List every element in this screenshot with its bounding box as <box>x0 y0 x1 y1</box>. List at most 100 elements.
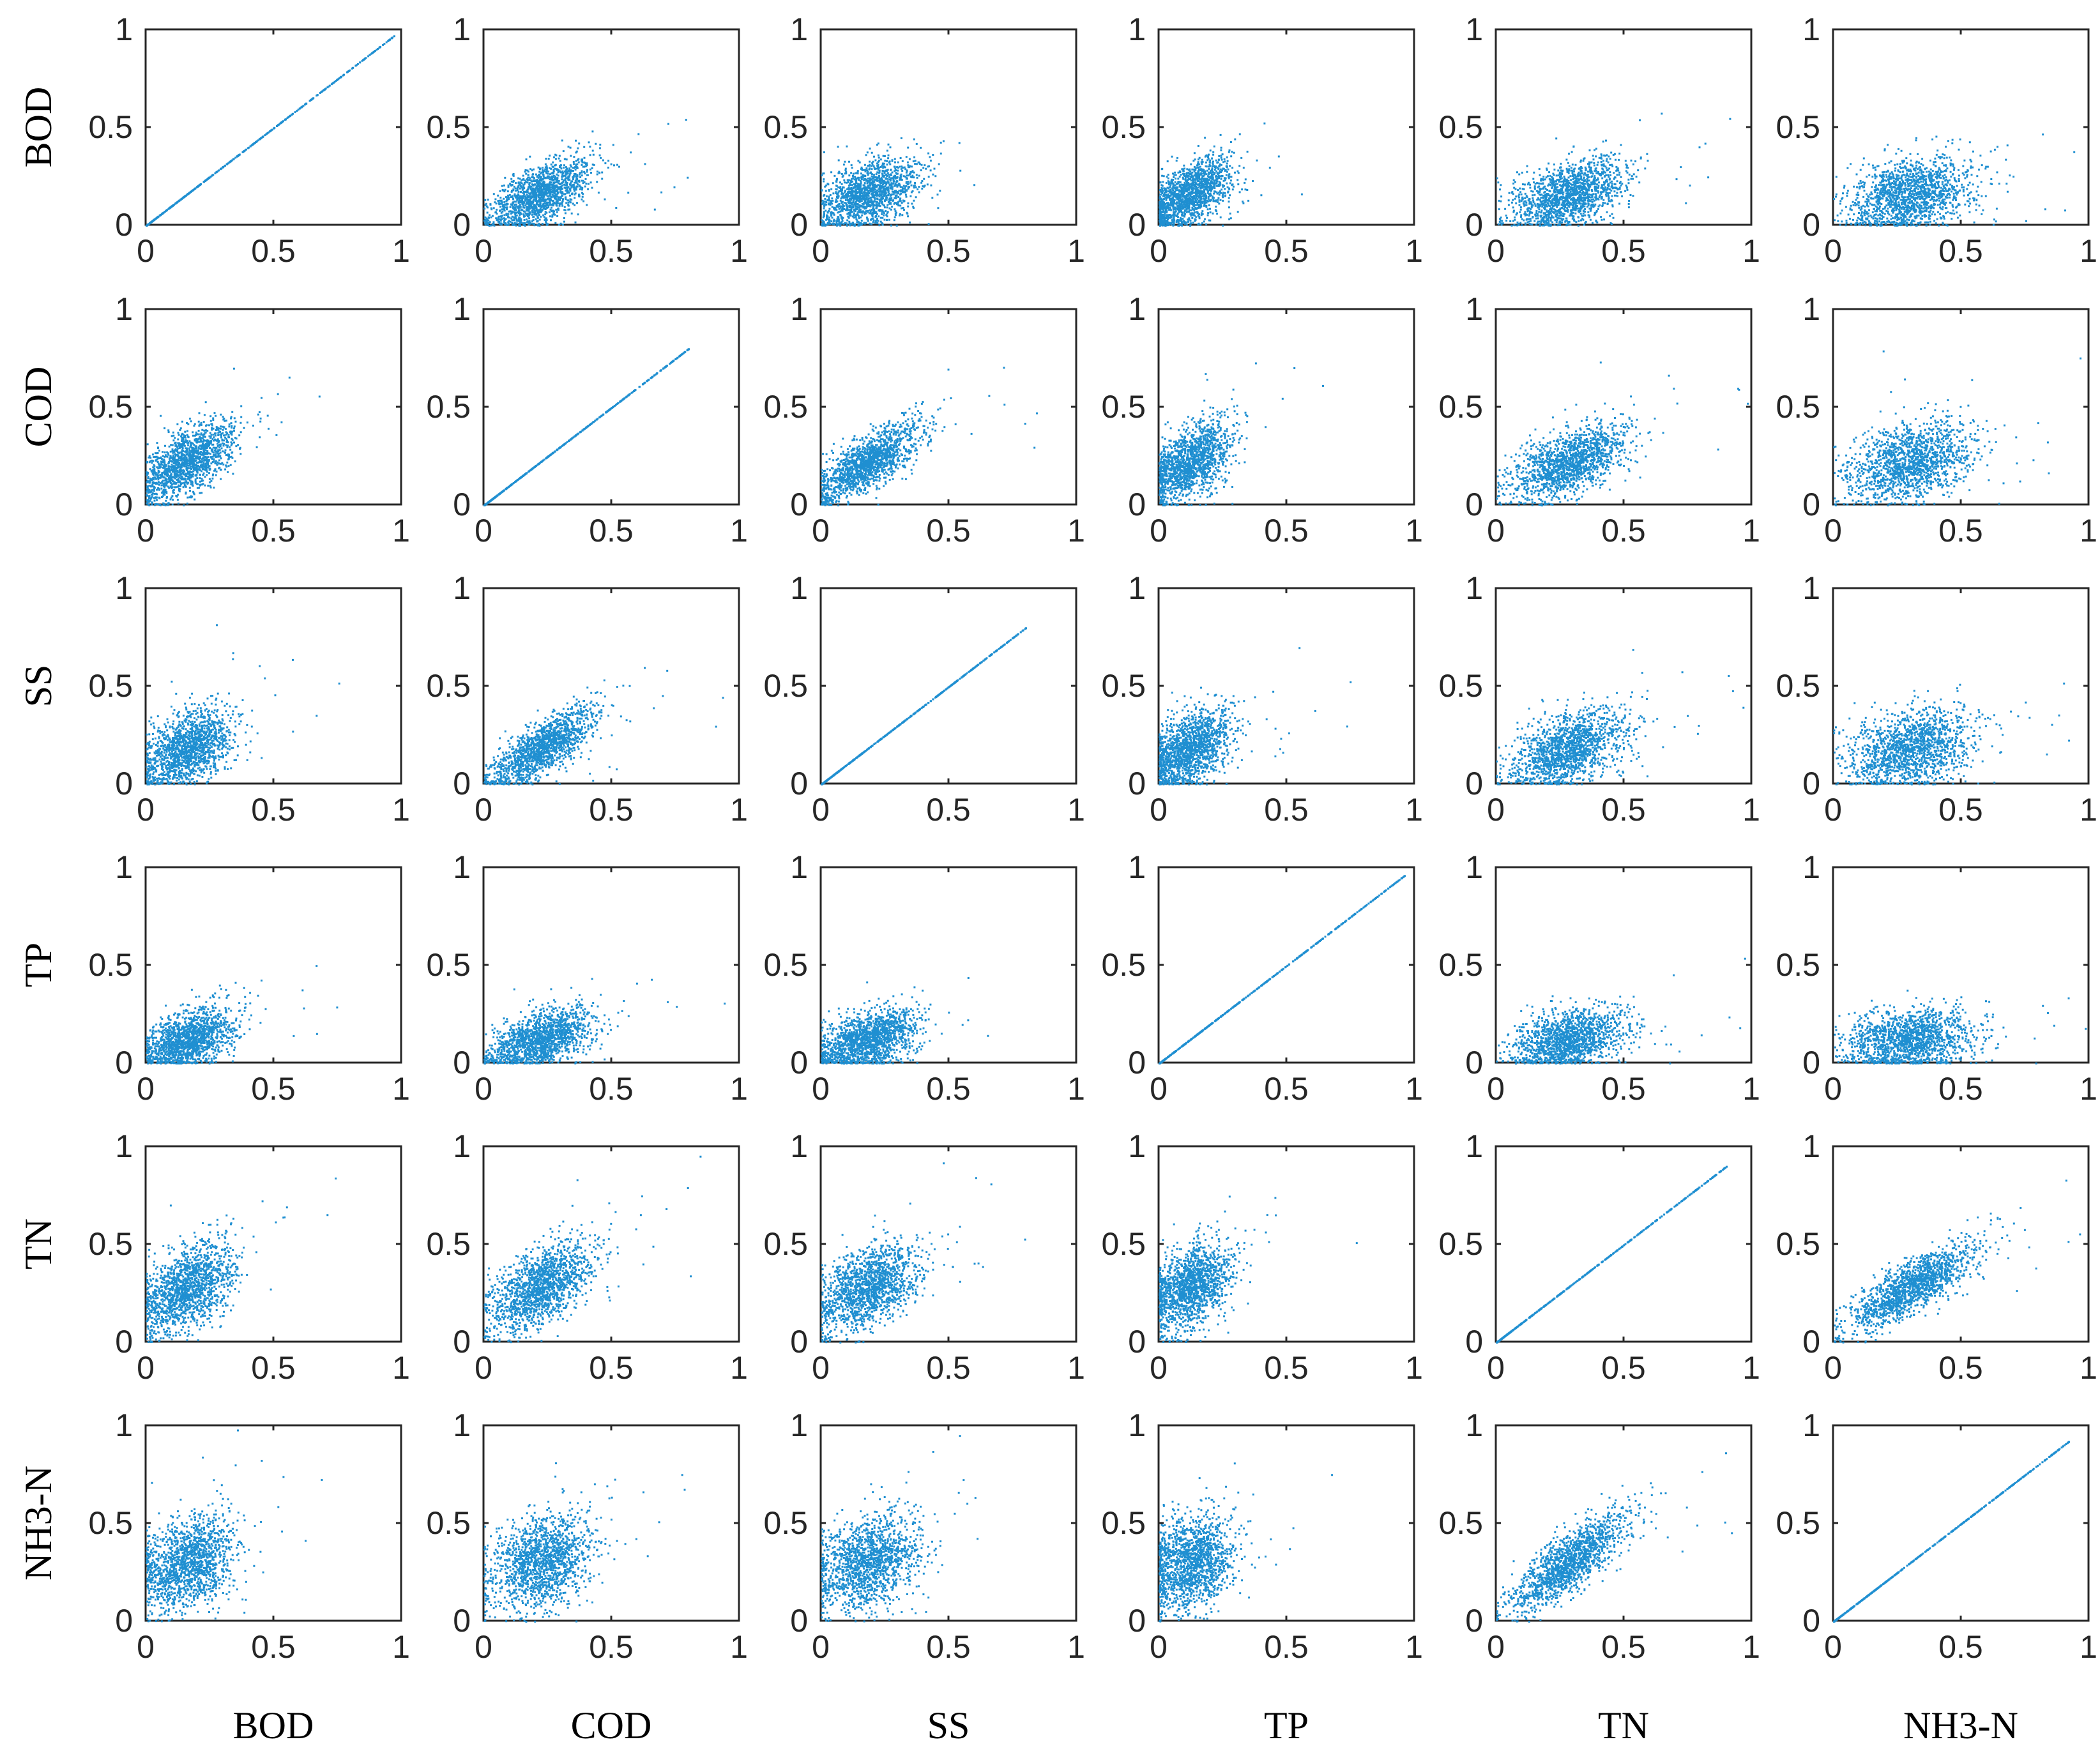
subplot-SS-vs-COD: 0 0.5 1 0 0.5 1 <box>426 570 747 828</box>
x-tick-label: 0 <box>1150 792 1168 828</box>
y-tick-label: 0.5 <box>88 947 133 983</box>
subplot-COD-vs-TN: 0 0.5 1 0 0.5 1 <box>1438 291 1760 549</box>
y-tick-label: 0 <box>790 487 808 522</box>
scatter-point-set <box>1833 1441 2070 1623</box>
x-tick-label: 0.5 <box>589 792 634 828</box>
scatter-points <box>1496 1165 1728 1344</box>
scatter-points <box>146 624 340 785</box>
subplot-TP-vs-COD: 0 0.5 1 0 0.5 1 <box>426 849 747 1107</box>
scatter-point-set <box>146 1178 337 1343</box>
y-tick-label: 1 <box>1128 570 1146 606</box>
y-tick-label: 0 <box>1465 766 1483 801</box>
axes-box <box>1832 1145 2090 1343</box>
x-tick-label: 0 <box>475 513 492 549</box>
scatter-point-set <box>1496 1452 1733 1623</box>
x-tick-label: 1 <box>392 1071 410 1107</box>
x-tick-label: 0.5 <box>1264 1629 1309 1665</box>
x-tick-label: 0.5 <box>1938 1629 1983 1665</box>
y-tick-label: 0 <box>453 207 471 243</box>
y-tick-label: 0.5 <box>1101 1505 1146 1541</box>
x-tick-label: 0 <box>475 233 492 269</box>
subplot-BOD-vs-BOD: 0 0.5 1 0 0.5 1 <box>88 11 409 269</box>
y-tick-label: 1 <box>115 291 133 327</box>
y-tick-label: 0 <box>115 207 133 243</box>
y-tick-label: 0.5 <box>763 389 808 425</box>
subplot-TP-vs-BOD: 0 0.5 1 0 0.5 1 <box>88 849 409 1107</box>
y-tick-label: 0 <box>453 487 471 522</box>
scatter-points <box>146 35 395 227</box>
scatter-points <box>483 1462 686 1623</box>
x-tick-label: 0 <box>1150 1071 1168 1107</box>
y-tick-label: 1 <box>1465 849 1483 885</box>
row-label-2: SS <box>17 665 59 708</box>
x-tick-label: 0 <box>1150 233 1168 269</box>
x-tick-label: 1 <box>730 792 748 828</box>
x-tick-label: 0 <box>1150 1350 1168 1386</box>
scatter-points <box>821 367 1038 506</box>
y-tick-label: 0 <box>1128 207 1146 243</box>
y-tick-label: 0 <box>1128 766 1146 801</box>
x-tick-label: 0.5 <box>1264 1350 1309 1386</box>
scatter-point-set <box>821 1162 1026 1344</box>
x-tick-label: 0.5 <box>1264 233 1309 269</box>
x-tick-label: 0.5 <box>251 233 296 269</box>
x-tick-label: 0 <box>1824 513 1842 549</box>
x-tick-label: 0 <box>137 1071 155 1107</box>
y-tick-label: 0 <box>790 207 808 243</box>
x-tick-label: 0 <box>1487 233 1505 269</box>
x-tick-label: 0 <box>1487 513 1505 549</box>
scatter-points <box>483 667 724 785</box>
scatter-points <box>1834 1179 2081 1344</box>
x-tick-label: 1 <box>2080 233 2097 269</box>
x-tick-label: 0 <box>1824 1350 1842 1386</box>
y-tick-label: 1 <box>115 570 133 606</box>
scatter-point-set <box>1159 1195 1358 1344</box>
x-tick-label: 0.5 <box>1601 1071 1646 1107</box>
y-tick-label: 1 <box>1128 1407 1146 1443</box>
x-tick-label: 1 <box>1405 792 1423 828</box>
y-tick-label: 1 <box>1802 11 1820 47</box>
subplot-NH3-N-vs-TP: 0 0.5 1 0 0.5 1 <box>1101 1407 1422 1665</box>
x-tick-label: 1 <box>730 1629 748 1665</box>
x-tick-label: 1 <box>1742 792 1760 828</box>
x-tick-label: 1 <box>2080 792 2097 828</box>
x-tick-label: 0.5 <box>251 513 296 549</box>
y-tick-label: 0 <box>1802 766 1820 801</box>
subplot-TN-vs-TN: 0 0.5 1 0 0.5 1 <box>1438 1128 1760 1386</box>
scatter-points <box>1496 957 1746 1065</box>
x-tick-label: 0.5 <box>251 1629 296 1665</box>
scatter-point-set <box>146 624 340 785</box>
subplot-SS-vs-SS: 0 0.5 1 0 0.5 1 <box>763 570 1084 828</box>
x-tick-label: 0 <box>1150 1629 1168 1665</box>
x-tick-label: 0.5 <box>926 233 971 269</box>
axes-box <box>1157 866 1415 1064</box>
scatter-point-set <box>483 1462 686 1623</box>
x-tick-label: 0.5 <box>589 1629 634 1665</box>
subplot-COD-vs-TP: 0 0.5 1 0 0.5 1 <box>1101 291 1422 549</box>
y-tick-label: 0.5 <box>88 1505 133 1541</box>
subplot-NH3-N-vs-BOD: 0 0.5 1 0 0.5 1 <box>88 1407 409 1665</box>
y-tick-label: 0.5 <box>426 1505 471 1541</box>
scatter-points <box>1833 682 2071 785</box>
x-tick-label: 0 <box>812 1350 830 1386</box>
y-tick-label: 0 <box>790 1324 808 1360</box>
x-tick-label: 1 <box>1405 233 1423 269</box>
subplot-TN-vs-TP: 0 0.5 1 0 0.5 1 <box>1101 1128 1422 1386</box>
x-tick-label: 1 <box>730 233 748 269</box>
scatter-points <box>1159 875 1406 1065</box>
y-tick-label: 1 <box>453 1407 471 1443</box>
y-tick-label: 0.5 <box>88 109 133 145</box>
scatter-point-set <box>1159 875 1406 1065</box>
axes-box <box>1832 587 2090 785</box>
axes-box <box>482 1145 740 1343</box>
x-tick-label: 0 <box>812 233 830 269</box>
x-tick-label: 1 <box>1405 513 1423 549</box>
x-tick-label: 1 <box>1067 513 1085 549</box>
y-tick-label: 1 <box>115 1407 133 1443</box>
scatter-point-set <box>483 119 689 227</box>
y-tick-label: 1 <box>453 11 471 47</box>
y-tick-label: 0.5 <box>1438 109 1483 145</box>
scatter-points <box>1833 350 2081 506</box>
subplot-COD-vs-SS: 0 0.5 1 0 0.5 1 <box>763 291 1084 549</box>
scatter-points <box>821 137 976 227</box>
